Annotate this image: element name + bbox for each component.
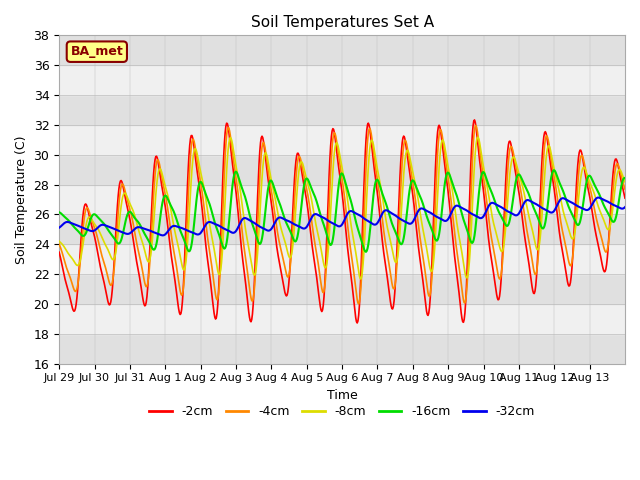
-8cm xyxy=(226,136,234,142)
-4cm xyxy=(355,301,362,307)
-32cm xyxy=(595,195,602,201)
Bar xyxy=(59,304,625,334)
-32cm xyxy=(255,223,262,228)
Line: -4cm: -4cm xyxy=(59,125,625,304)
-2cm xyxy=(401,137,409,143)
-4cm xyxy=(472,122,480,128)
-32cm xyxy=(621,204,629,210)
-16cm xyxy=(226,214,234,219)
-8cm xyxy=(401,156,409,162)
Bar xyxy=(59,334,625,364)
-16cm xyxy=(550,168,558,173)
Bar xyxy=(59,215,625,244)
Bar xyxy=(59,65,625,95)
-32cm xyxy=(122,231,129,237)
-4cm xyxy=(226,128,234,134)
-8cm xyxy=(122,191,129,196)
X-axis label: Time: Time xyxy=(326,389,358,402)
-16cm xyxy=(433,238,441,243)
Line: -16cm: -16cm xyxy=(59,170,625,252)
Bar xyxy=(59,185,625,215)
-2cm xyxy=(226,135,234,141)
-8cm xyxy=(254,250,262,256)
-8cm xyxy=(55,239,63,244)
Bar xyxy=(59,95,625,125)
-16cm xyxy=(275,199,283,204)
Line: -2cm: -2cm xyxy=(59,120,625,323)
Bar xyxy=(59,125,625,155)
Bar xyxy=(59,155,625,185)
-16cm xyxy=(55,209,63,215)
-32cm xyxy=(227,229,234,235)
-32cm xyxy=(55,225,63,230)
-32cm xyxy=(276,215,284,220)
Title: Soil Temperatures Set A: Soil Temperatures Set A xyxy=(250,15,434,30)
Bar xyxy=(59,36,625,65)
-4cm xyxy=(621,186,629,192)
-16cm xyxy=(254,238,262,243)
-16cm xyxy=(621,175,629,181)
Line: -8cm: -8cm xyxy=(59,137,625,279)
Legend: -2cm, -4cm, -8cm, -16cm, -32cm: -2cm, -4cm, -8cm, -16cm, -32cm xyxy=(144,400,540,423)
-32cm xyxy=(159,232,166,238)
-2cm xyxy=(55,249,63,255)
-8cm xyxy=(357,276,365,282)
Bar xyxy=(59,274,625,304)
-4cm xyxy=(275,238,283,243)
Text: BA_met: BA_met xyxy=(70,45,124,58)
-4cm xyxy=(254,224,262,229)
-32cm xyxy=(433,214,441,220)
-16cm xyxy=(122,218,129,224)
-32cm xyxy=(401,218,409,224)
-4cm xyxy=(55,241,63,247)
-2cm xyxy=(621,195,629,201)
-4cm xyxy=(401,137,409,143)
Bar xyxy=(59,244,625,274)
Y-axis label: Soil Temperature (C): Soil Temperature (C) xyxy=(15,135,28,264)
-8cm xyxy=(621,179,629,185)
-2cm xyxy=(353,320,361,326)
-8cm xyxy=(275,216,283,222)
-2cm xyxy=(275,257,283,263)
-4cm xyxy=(122,190,129,196)
-2cm xyxy=(470,117,478,123)
-2cm xyxy=(122,196,129,202)
-2cm xyxy=(433,138,441,144)
-16cm xyxy=(401,226,409,231)
-16cm xyxy=(362,249,370,255)
-8cm xyxy=(433,206,441,212)
Line: -32cm: -32cm xyxy=(59,198,625,235)
-2cm xyxy=(254,194,262,200)
-4cm xyxy=(433,164,441,170)
-8cm xyxy=(474,134,481,140)
